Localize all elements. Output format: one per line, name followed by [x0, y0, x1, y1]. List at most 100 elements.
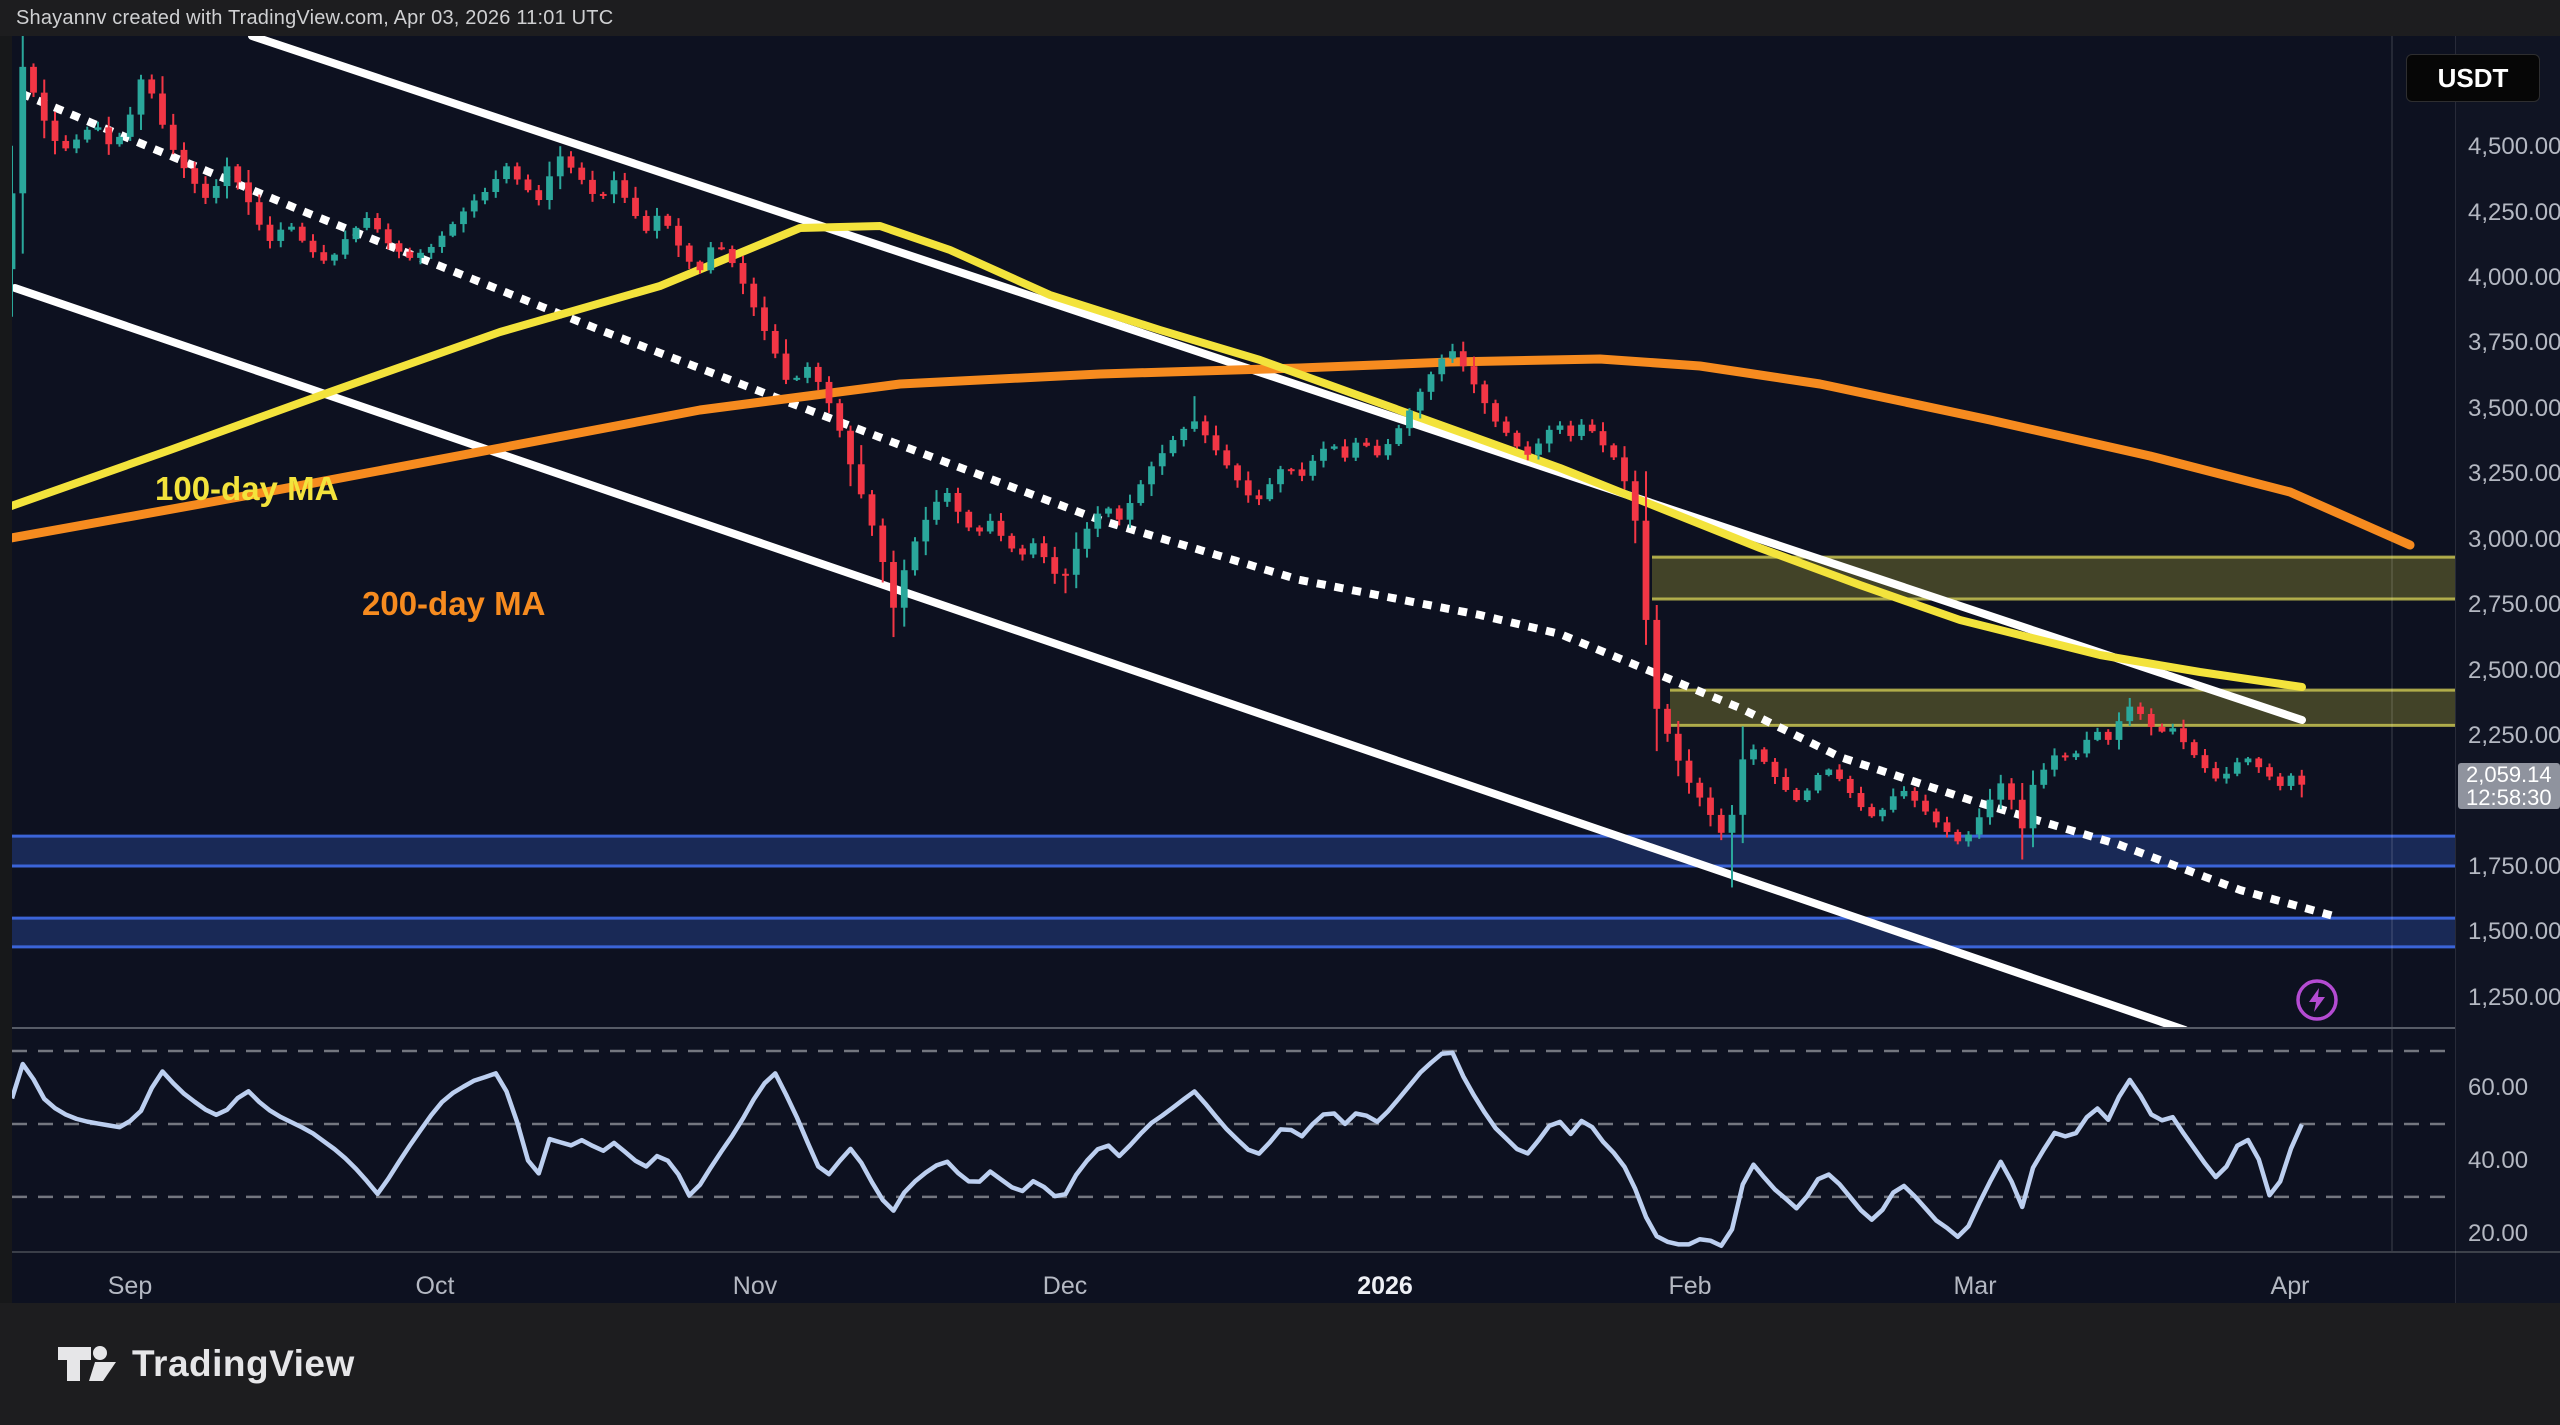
candle	[309, 240, 317, 253]
price-axis[interactable]	[2455, 36, 2560, 1303]
candle	[1470, 366, 1478, 385]
candle	[1062, 573, 1069, 576]
candle	[546, 176, 553, 201]
candle	[2244, 758, 2252, 763]
candle	[1244, 480, 1252, 496]
candle	[30, 66, 37, 93]
candle	[2233, 762, 2241, 774]
candle	[653, 215, 661, 231]
time-tick-Nov: Nov	[732, 1272, 778, 1300]
candle	[1137, 484, 1145, 504]
rsi-tick-60: 60.00	[2468, 1074, 2529, 1102]
candle	[2029, 784, 2037, 829]
candle	[943, 493, 951, 502]
lightning-icon[interactable]	[2296, 979, 2338, 1021]
footer-bar: TradingView	[0, 1303, 2560, 1425]
candle	[492, 179, 500, 192]
price-tick-3500: 3,500.00	[2468, 394, 2560, 422]
candle	[1535, 443, 1542, 455]
rsi-tick-40: 40.00	[2468, 1147, 2529, 1175]
candle	[1599, 431, 1607, 446]
zone-resistance-lower	[1670, 690, 2455, 726]
candle	[1750, 749, 1757, 760]
candle	[1846, 778, 1854, 794]
candle	[1836, 769, 1843, 779]
sr-zones	[12, 555, 2455, 949]
candle	[2266, 767, 2273, 777]
time-tick-Dec: Dec	[1042, 1272, 1088, 1300]
candle	[1610, 445, 1618, 458]
candle	[954, 493, 962, 512]
candle	[750, 283, 758, 308]
candle	[739, 263, 747, 284]
candle	[1416, 391, 1424, 411]
candle	[1954, 831, 1962, 842]
price-tick-3750: 3,750.00	[2468, 329, 2560, 357]
candle	[245, 182, 252, 203]
candle	[1395, 428, 1403, 445]
candle	[535, 190, 543, 201]
candle	[1126, 503, 1134, 520]
watermark-attribution-text: Shayannv created with TradingView.com, A…	[16, 6, 614, 29]
candle	[2276, 776, 2284, 786]
candle	[1631, 481, 1639, 521]
candle	[202, 183, 209, 198]
candle	[524, 179, 532, 191]
price-tick-2250: 2,250.00	[2468, 722, 2560, 750]
candle	[1459, 351, 1467, 367]
candle	[1857, 793, 1865, 808]
candle	[782, 353, 790, 380]
candle	[1255, 495, 1263, 500]
candle	[503, 166, 510, 180]
candle	[255, 202, 263, 225]
candle	[1932, 811, 1940, 823]
candle	[1287, 469, 1295, 472]
candle	[320, 252, 328, 261]
candle	[664, 215, 672, 226]
candle	[2061, 755, 2069, 758]
candle	[761, 307, 768, 331]
candle	[2137, 706, 2144, 714]
candle	[567, 156, 575, 168]
candle	[169, 124, 177, 150]
rsi-pane	[12, 1049, 2455, 1248]
candle	[1298, 469, 1306, 476]
ma200-line	[12, 354, 2415, 550]
candle	[94, 127, 102, 130]
candle	[997, 520, 1005, 536]
candle	[1051, 557, 1059, 574]
time-tick-Apr: Apr	[2270, 1272, 2310, 1300]
candle	[1492, 403, 1499, 422]
candle	[2147, 713, 2155, 727]
candle	[1234, 465, 1241, 481]
candle	[911, 541, 919, 571]
price-tick-1250: 1,250.00	[2468, 983, 2560, 1011]
candle	[1653, 619, 1661, 709]
candle	[288, 226, 295, 230]
candle	[1191, 421, 1198, 429]
candle	[1739, 759, 1747, 815]
candle	[1008, 535, 1016, 549]
candle	[137, 79, 145, 115]
time-tick-Mar: Mar	[1953, 1272, 1997, 1300]
candle	[868, 494, 876, 526]
price-pane	[12, 36, 2415, 1028]
candle	[1793, 789, 1800, 801]
candle	[1943, 822, 1951, 832]
candle	[900, 570, 908, 608]
candle	[352, 227, 360, 240]
candle	[470, 200, 478, 212]
price-tick-2500: 2,500.00	[2468, 656, 2560, 684]
candle	[707, 247, 715, 271]
candle	[2287, 775, 2295, 786]
price-tick-4500: 4,500.00	[2468, 133, 2560, 161]
candle	[395, 243, 403, 252]
currency-toggle-button[interactable]: USDT	[2406, 54, 2540, 102]
candle	[1309, 460, 1317, 476]
price-tick-1750: 1,750.00	[2468, 852, 2560, 880]
candle	[1406, 410, 1413, 429]
candle	[1889, 796, 1897, 810]
ma200-annotation-label: 200-day MA	[362, 585, 546, 622]
candle	[1814, 774, 1822, 791]
